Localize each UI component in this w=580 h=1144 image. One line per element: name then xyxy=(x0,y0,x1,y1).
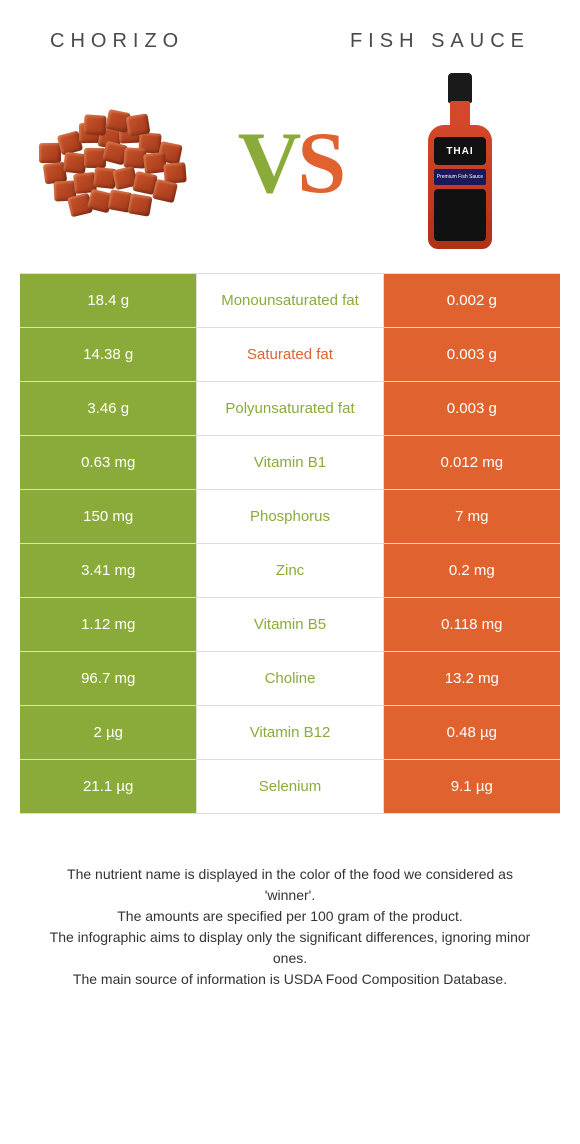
chorizo-image xyxy=(40,83,200,243)
left-value: 14.38 g xyxy=(20,328,196,381)
right-value: 0.48 µg xyxy=(384,706,560,759)
right-value: 7 mg xyxy=(384,490,560,543)
right-value: 0.118 mg xyxy=(384,598,560,651)
table-row: 0.63 mgVitamin B10.012 mg xyxy=(20,435,560,489)
table-row: 3.41 mgZinc0.2 mg xyxy=(20,543,560,597)
fish-sauce-image: THAI Premium Fish Sauce xyxy=(380,83,540,243)
table-row: 96.7 mgCholine13.2 mg xyxy=(20,651,560,705)
image-row: VS THAI Premium Fish Sauce xyxy=(0,63,580,273)
title-left: CHORIZO xyxy=(50,30,184,53)
nutrient-label: Selenium xyxy=(196,760,383,813)
nutrient-label: Vitamin B12 xyxy=(196,706,383,759)
table-row: 150 mgPhosphorus7 mg xyxy=(20,489,560,543)
footnote-line: The infographic aims to display only the… xyxy=(40,927,540,969)
nutrient-label: Monounsaturated fat xyxy=(196,274,383,327)
table-row: 2 µgVitamin B120.48 µg xyxy=(20,705,560,759)
right-value: 0.2 mg xyxy=(384,544,560,597)
left-value: 2 µg xyxy=(20,706,196,759)
nutrient-label: Vitamin B5 xyxy=(196,598,383,651)
vs-v: V xyxy=(238,115,298,212)
left-value: 1.12 mg xyxy=(20,598,196,651)
nutrient-label: Saturated fat xyxy=(196,328,383,381)
bottle-brand: THAI xyxy=(434,137,486,165)
left-value: 0.63 mg xyxy=(20,436,196,489)
footnote: The nutrient name is displayed in the co… xyxy=(0,814,580,990)
vs-label: VS xyxy=(238,113,343,214)
nutrient-label: Polyunsaturated fat xyxy=(196,382,383,435)
left-value: 3.46 g xyxy=(20,382,196,435)
left-value: 96.7 mg xyxy=(20,652,196,705)
right-value: 0.003 g xyxy=(384,382,560,435)
right-value: 0.002 g xyxy=(384,274,560,327)
footnote-line: The nutrient name is displayed in the co… xyxy=(40,864,540,906)
header: CHORIZO FISH SAUCE xyxy=(0,0,580,63)
table-row: 18.4 gMonounsaturated fat0.002 g xyxy=(20,273,560,327)
title-right: FISH SAUCE xyxy=(350,30,530,53)
table-row: 1.12 mgVitamin B50.118 mg xyxy=(20,597,560,651)
left-value: 150 mg xyxy=(20,490,196,543)
right-value: 13.2 mg xyxy=(384,652,560,705)
nutrient-label: Phosphorus xyxy=(196,490,383,543)
left-value: 18.4 g xyxy=(20,274,196,327)
comparison-table: 18.4 gMonounsaturated fat0.002 g14.38 gS… xyxy=(20,273,560,814)
left-value: 21.1 µg xyxy=(20,760,196,813)
footnote-line: The amounts are specified per 100 gram o… xyxy=(40,906,540,927)
nutrient-label: Zinc xyxy=(196,544,383,597)
table-row: 21.1 µgSelenium9.1 µg xyxy=(20,759,560,813)
footnote-line: The main source of information is USDA F… xyxy=(40,969,540,990)
right-value: 0.012 mg xyxy=(384,436,560,489)
bottle-sub: Premium Fish Sauce xyxy=(434,169,486,185)
right-value: 9.1 µg xyxy=(384,760,560,813)
table-row: 3.46 gPolyunsaturated fat0.003 g xyxy=(20,381,560,435)
left-value: 3.41 mg xyxy=(20,544,196,597)
right-value: 0.003 g xyxy=(384,328,560,381)
nutrient-label: Choline xyxy=(196,652,383,705)
table-row: 14.38 gSaturated fat0.003 g xyxy=(20,327,560,381)
nutrient-label: Vitamin B1 xyxy=(196,436,383,489)
vs-s: S xyxy=(297,115,342,212)
